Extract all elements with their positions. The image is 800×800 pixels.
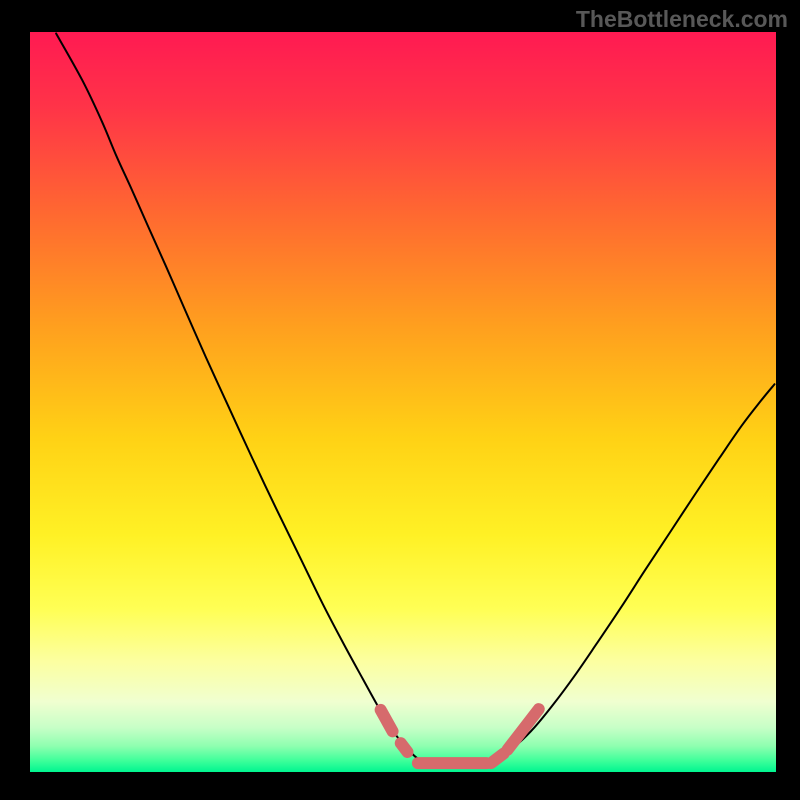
plot-area (30, 32, 776, 772)
plot-svg-overlay (30, 32, 776, 772)
chart-frame: TheBottleneck.com (0, 0, 800, 800)
bottleneck-optimal-hatch-seg-3 (491, 754, 504, 764)
bottleneck-optimal-hatch-seg-4 (507, 709, 538, 750)
bottleneck-optimal-hatch-seg-0 (381, 710, 393, 731)
curve-left-branch (56, 33, 421, 760)
watermark-text: TheBottleneck.com (576, 6, 788, 33)
bottleneck-optimal-hatch-seg-1 (401, 743, 408, 752)
